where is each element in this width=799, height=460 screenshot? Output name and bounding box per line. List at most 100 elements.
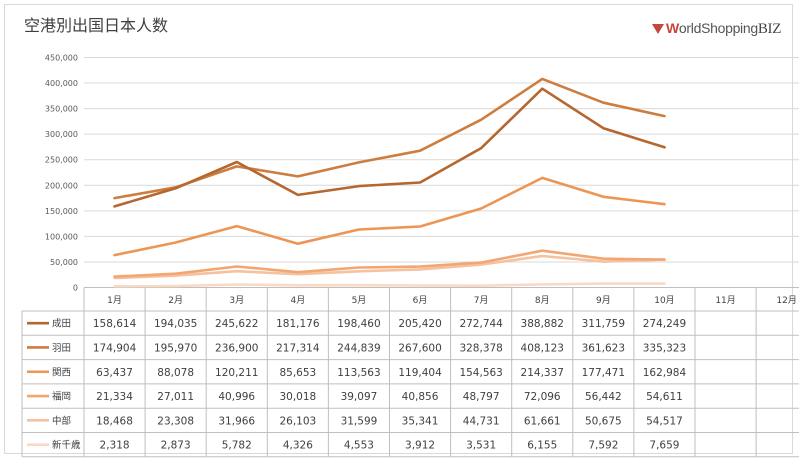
data-label: 311,759: [582, 318, 625, 330]
y-tick-label: 100,000: [45, 232, 78, 241]
data-label: 154,563: [459, 367, 502, 379]
series-line-2: [113, 77, 666, 200]
data-label: 3,531: [466, 440, 496, 452]
data-label: 274,249: [643, 318, 686, 330]
y-tick-label: 50,000: [50, 258, 78, 267]
data-label: 205,420: [398, 318, 441, 330]
data-label: 27,011: [157, 391, 194, 403]
x-tick-label: 10月: [654, 295, 674, 306]
data-label: 6,155: [527, 440, 557, 452]
data-label: 2,873: [161, 440, 191, 452]
series-name: 羽田: [52, 343, 71, 354]
x-tick-label: 7月: [474, 295, 489, 306]
data-label: 54,517: [646, 415, 683, 427]
x-tick-label: 4月: [290, 295, 305, 306]
data-label: 5,782: [222, 440, 252, 452]
data-label: 181,176: [276, 318, 320, 330]
data-label: 2,318: [100, 440, 130, 452]
data-label: 120,211: [215, 367, 258, 379]
data-label: 48,797: [463, 391, 500, 403]
data-label: 39,097: [341, 391, 378, 403]
data-label: 7,659: [649, 440, 679, 452]
data-label: 217,314: [276, 342, 320, 354]
data-label: 88,078: [157, 367, 194, 379]
series-name: 関西: [52, 367, 71, 378]
data-label: 40,996: [218, 391, 255, 403]
y-tick-label: 250,000: [45, 156, 78, 165]
data-label: 31,599: [341, 415, 378, 427]
data-label: 162,984: [643, 367, 687, 379]
data-label: 272,744: [459, 318, 503, 330]
series-name: 新千歳: [52, 439, 81, 451]
data-label: 4,553: [344, 440, 374, 452]
brand-logo: WorldShoppingBIZ: [652, 20, 781, 38]
data-label: 85,653: [279, 367, 316, 379]
data-label: 408,123: [521, 342, 564, 354]
series-line-6: [113, 282, 666, 288]
data-label: 31,966: [218, 415, 255, 427]
data-label: 18,468: [96, 415, 133, 427]
data-label: 236,900: [215, 342, 258, 354]
data-label: 23,308: [157, 415, 194, 427]
y-tick-label: 150,000: [45, 207, 78, 216]
data-label: 56,442: [585, 391, 622, 403]
data-label: 198,460: [337, 318, 380, 330]
series-name: 中部: [52, 415, 71, 427]
data-label: 61,661: [524, 415, 561, 427]
data-label: 30,018: [279, 391, 316, 403]
data-label: 35,341: [402, 415, 439, 427]
cart-icon: [652, 24, 664, 34]
data-label: 361,623: [582, 342, 625, 354]
series-line-3: [113, 176, 666, 257]
data-label: 4,326: [283, 440, 313, 452]
series-name: 成田: [52, 318, 71, 330]
data-label: 3,912: [405, 440, 435, 452]
y-tick-label: 200,000: [45, 181, 78, 190]
data-label: 72,096: [524, 391, 561, 403]
series-line-1: [113, 87, 666, 208]
series-name: 福岡: [52, 391, 71, 403]
data-label: 267,600: [398, 342, 441, 354]
data-label: 54,611: [646, 391, 683, 403]
x-tick-label: 8月: [535, 295, 550, 306]
x-tick-label: 11月: [715, 295, 735, 306]
series-line-5: [113, 254, 666, 280]
chart-title: 空港別出国日本人数: [24, 16, 169, 35]
x-tick-label: 9月: [596, 295, 611, 306]
chart-frame: [4, 4, 793, 454]
series-line-4: [113, 249, 666, 278]
data-label: 158,614: [93, 318, 137, 330]
data-label: 26,103: [279, 415, 316, 427]
y-tick-label: 450,000: [45, 54, 78, 63]
data-label: 7,592: [588, 440, 618, 452]
data-label: 40,856: [402, 391, 439, 403]
data-label: 335,323: [643, 342, 686, 354]
x-tick-label: 6月: [413, 295, 428, 306]
y-tick-label: 0: [73, 284, 78, 293]
data-label: 245,622: [215, 318, 258, 330]
x-tick-label: 1月: [107, 295, 122, 306]
data-label: 388,882: [521, 318, 564, 330]
x-tick-label: 2月: [168, 295, 183, 306]
data-label: 214,337: [521, 367, 564, 379]
x-tick-label: 12月: [776, 295, 796, 306]
data-label: 21,334: [96, 391, 133, 403]
data-label: 177,471: [582, 367, 625, 379]
data-label: 113,563: [337, 367, 380, 379]
data-label: 63,437: [96, 367, 133, 379]
y-tick-label: 400,000: [45, 79, 78, 88]
data-label: 44,731: [463, 415, 500, 427]
y-tick-label: 300,000: [45, 130, 78, 139]
x-tick-label: 5月: [352, 295, 367, 306]
data-label: 328,378: [459, 342, 502, 354]
data-label: 174,904: [93, 342, 137, 354]
data-label: 119,404: [398, 367, 442, 379]
x-tick-label: 3月: [229, 295, 244, 306]
y-tick-label: 350,000: [45, 105, 78, 114]
data-label: 195,970: [154, 342, 197, 354]
data-label: 194,035: [154, 318, 197, 330]
data-label: 244,839: [337, 342, 380, 354]
data-label: 50,675: [585, 415, 622, 427]
brand-logo-text: WorldShoppingBIZ: [666, 20, 782, 37]
